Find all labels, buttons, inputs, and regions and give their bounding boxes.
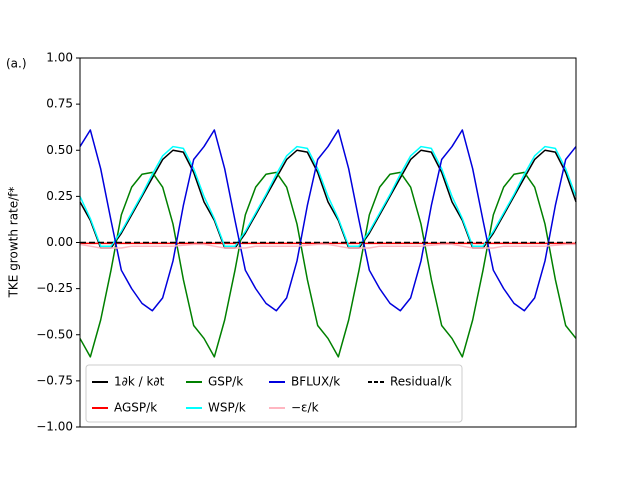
- y-tick-label: 0.75: [46, 97, 73, 111]
- legend-label: 1∂k / k∂t: [114, 375, 165, 389]
- legend-label: Residual/k: [390, 375, 452, 389]
- y-tick-label: 1.00: [46, 51, 73, 65]
- legend-label: WSP/k: [208, 401, 246, 415]
- legend-label: AGSP/k: [114, 401, 157, 415]
- y-tick-label: 0.25: [46, 189, 73, 203]
- y-tick-label: −0.25: [36, 281, 73, 295]
- series-line: [79, 129, 577, 312]
- y-tick-label: −0.50: [36, 327, 73, 341]
- series-line: [79, 243, 576, 249]
- plot-frame: [79, 57, 577, 428]
- legend-label: −ε/k: [291, 401, 319, 415]
- panel-label: (a.): [6, 57, 27, 71]
- legend-label: GSP/k: [208, 375, 243, 389]
- series-line: [79, 149, 577, 249]
- y-axis-label: TKE growth rate/f*: [7, 187, 21, 299]
- y-tick-label: −0.75: [36, 373, 73, 387]
- y-tick-label: 0.00: [46, 235, 73, 249]
- series-line: [79, 145, 577, 247]
- y-tick-label: 0.50: [46, 143, 73, 157]
- legend-box: [85, 364, 463, 423]
- legend-label: BFLUX/k: [291, 375, 340, 389]
- series-line: [79, 171, 577, 358]
- y-tick-label: −1.00: [36, 420, 73, 434]
